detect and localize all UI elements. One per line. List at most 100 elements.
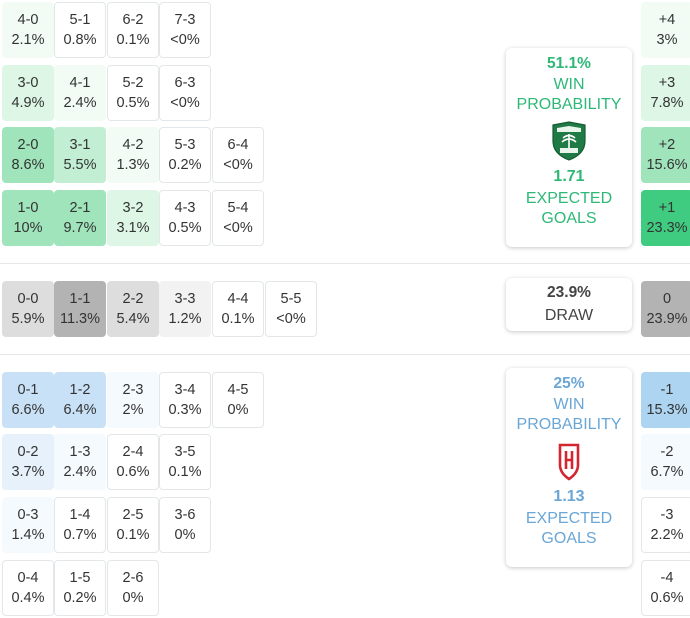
away-scoreline-cell-label: 1-5: [69, 570, 91, 586]
away-margin-cell-probability: 15.3%: [646, 402, 688, 418]
away-scoreline-cell-probability: 0.2%: [63, 590, 97, 606]
draw-pct: 23.9%: [547, 284, 591, 301]
away-scoreline-cell-probability: 0.6%: [116, 464, 150, 480]
away-scoreline-cell-probability: 2.4%: [63, 464, 97, 480]
home-scoreline-cell-label: 3-0: [17, 75, 39, 91]
home-scoreline-cell-label: 3-2: [122, 200, 144, 216]
away-scoreline-cell-label: 0-1: [17, 382, 39, 398]
draw-scoreline-cell-label: 4-4: [227, 291, 249, 307]
home-scoreline-cell-label: 4-1: [69, 75, 91, 91]
away-scoreline-cell-probability: 0%: [122, 590, 144, 606]
home-margin-cell-probability: 23.3%: [646, 220, 688, 236]
home-scoreline-cell-probability: 3.1%: [116, 220, 150, 236]
home-scoreline-cell: 4-0 2.1%: [2, 2, 54, 58]
home-scoreline-cell-label: 2-1: [69, 200, 91, 216]
away-scoreline-cell-label: 0-4: [17, 570, 39, 586]
home-scoreline-cell-probability: 9.7%: [63, 220, 97, 236]
away-xg-label-line1: EXPECTED: [525, 510, 613, 527]
away-margin-cell: -4 0.6%: [641, 560, 690, 616]
away-scoreline-cell: 0-3 1.4%: [2, 497, 54, 553]
away-margin-cell-probability: 0.6%: [650, 590, 684, 606]
draw-summary-card: 23.9% DRAW: [506, 278, 632, 331]
home-crest-icon: [552, 121, 586, 161]
away-scoreline-cell: 0-1 6.6%: [2, 372, 54, 428]
home-scoreline-cell: 5-1 0.8%: [54, 2, 106, 58]
away-scoreline-cell-label: 4-5: [227, 382, 249, 398]
home-scoreline-cell-probability: <0%: [170, 95, 200, 111]
away-scoreline-cell-label: 1-3: [69, 444, 91, 460]
home-margin-cell-label: +4: [658, 12, 676, 28]
home-scoreline-cell-label: 6-4: [227, 137, 249, 153]
away-scoreline-cell-label: 0-3: [17, 507, 39, 523]
home-scoreline-cell-label: 5-1: [69, 12, 91, 28]
away-win-label-line2: PROBABILITY: [516, 416, 622, 433]
home-win-pct: 51.1%: [547, 55, 591, 72]
away-scoreline-cell-probability: 2%: [122, 402, 144, 418]
home-scoreline-cell-probability: 0.5%: [116, 95, 150, 111]
away-scoreline-cell-label: 0-2: [17, 444, 39, 460]
away-margin-cell-probability: 2.2%: [650, 527, 684, 543]
draw-scoreline-cell-label: 0-0: [17, 291, 39, 307]
away-xg-label: EXPECTED GOALS: [506, 509, 632, 549]
away-scoreline-cell-probability: 0%: [174, 527, 196, 543]
draw-scoreline-cell-label: 1-1: [69, 291, 91, 307]
draw-scoreline-cell-label: 2-2: [122, 291, 144, 307]
home-summary-card: 51.1% WIN PROBABILITY 1.71 EXPECTED GOAL…: [506, 48, 632, 247]
home-scoreline-cell: 7-3 <0%: [159, 2, 211, 58]
home-scoreline-cell: 4-2 1.3%: [107, 127, 159, 183]
home-scoreline-cell: 3-0 4.9%: [2, 65, 54, 121]
away-margin-cell-label: -2: [660, 444, 674, 460]
home-xg: 1.71: [553, 168, 585, 185]
away-margin-cell-label: -4: [660, 570, 674, 586]
away-win-label: WIN PROBABILITY: [506, 395, 632, 435]
away-scoreline-cell-probability: 0.3%: [168, 402, 202, 418]
draw-margin-cell-probability: 23.9%: [646, 311, 688, 327]
home-scoreline-cell-label: 5-4: [227, 200, 249, 216]
home-margin-cell-probability: 7.8%: [650, 95, 684, 111]
home-scoreline-cell-label: 6-2: [122, 12, 144, 28]
home-scoreline-cell-probability: 0.2%: [168, 157, 202, 173]
draw-scoreline-cell-probability: 11.3%: [59, 311, 101, 327]
away-scoreline-cell-probability: 6.6%: [11, 402, 45, 418]
away-margin-cell-label: -1: [660, 382, 674, 398]
home-scoreline-cell-label: 4-3: [174, 200, 196, 216]
home-win-label: WIN PROBABILITY: [506, 75, 632, 115]
home-scoreline-cell-probability: 8.6%: [11, 157, 45, 173]
draw-scoreline-cell: 0-0 5.9%: [2, 281, 54, 337]
home-scoreline-cell: 5-4 <0%: [212, 190, 264, 246]
home-xg-label: EXPECTED GOALS: [506, 189, 632, 229]
home-scoreline-cell-label: 7-3: [174, 12, 196, 28]
away-scoreline-cell: 3-4 0.3%: [159, 372, 211, 428]
away-scoreline-cell-probability: 0.1%: [168, 464, 202, 480]
away-win-label-line1: WIN: [553, 396, 585, 413]
away-scoreline-cell: 3-6 0%: [159, 497, 211, 553]
home-scoreline-cell: 2-1 9.7%: [54, 190, 106, 246]
home-scoreline-cell: 3-2 3.1%: [107, 190, 159, 246]
home-margin-cell-label: +2: [658, 137, 676, 153]
away-scoreline-cell-label: 2-6: [122, 570, 144, 586]
away-scoreline-cell-label: 3-5: [174, 444, 196, 460]
away-scoreline-cell-label: 2-5: [122, 507, 144, 523]
away-scoreline-cell-probability: 0%: [227, 402, 249, 418]
away-scoreline-cell: 2-4 0.6%: [107, 434, 159, 490]
home-scoreline-cell-probability: 5.5%: [63, 157, 97, 173]
home-scoreline-cell-label: 5-3: [174, 137, 196, 153]
away-scoreline-cell-label: 1-2: [69, 382, 91, 398]
draw-scoreline-cell-label: 5-5: [280, 291, 302, 307]
home-scoreline-cell-probability: <0%: [170, 32, 200, 48]
away-scoreline-cell-probability: 3.7%: [11, 464, 45, 480]
draw-scoreline-cell-probability: 5.4%: [116, 311, 150, 327]
draw-scoreline-cell: 3-3 1.2%: [159, 281, 211, 337]
away-scoreline-cell: 2-3 2%: [107, 372, 159, 428]
divider-draw-away: [0, 354, 690, 355]
home-win-label-line1: WIN: [553, 76, 585, 93]
home-scoreline-cell-probability: 4.9%: [11, 95, 45, 111]
away-scoreline-cell-label: 3-4: [174, 382, 196, 398]
away-xg: 1.13: [553, 488, 585, 505]
home-scoreline-cell: 6-3 <0%: [159, 65, 211, 121]
home-margin-cell: +4 3%: [641, 2, 690, 58]
home-scoreline-cell-label: 4-0: [17, 12, 39, 28]
away-scoreline-cell-probability: 0.7%: [63, 527, 97, 543]
home-scoreline-cell-probability: <0%: [223, 157, 253, 173]
home-scoreline-cell: 2-0 8.6%: [2, 127, 54, 183]
